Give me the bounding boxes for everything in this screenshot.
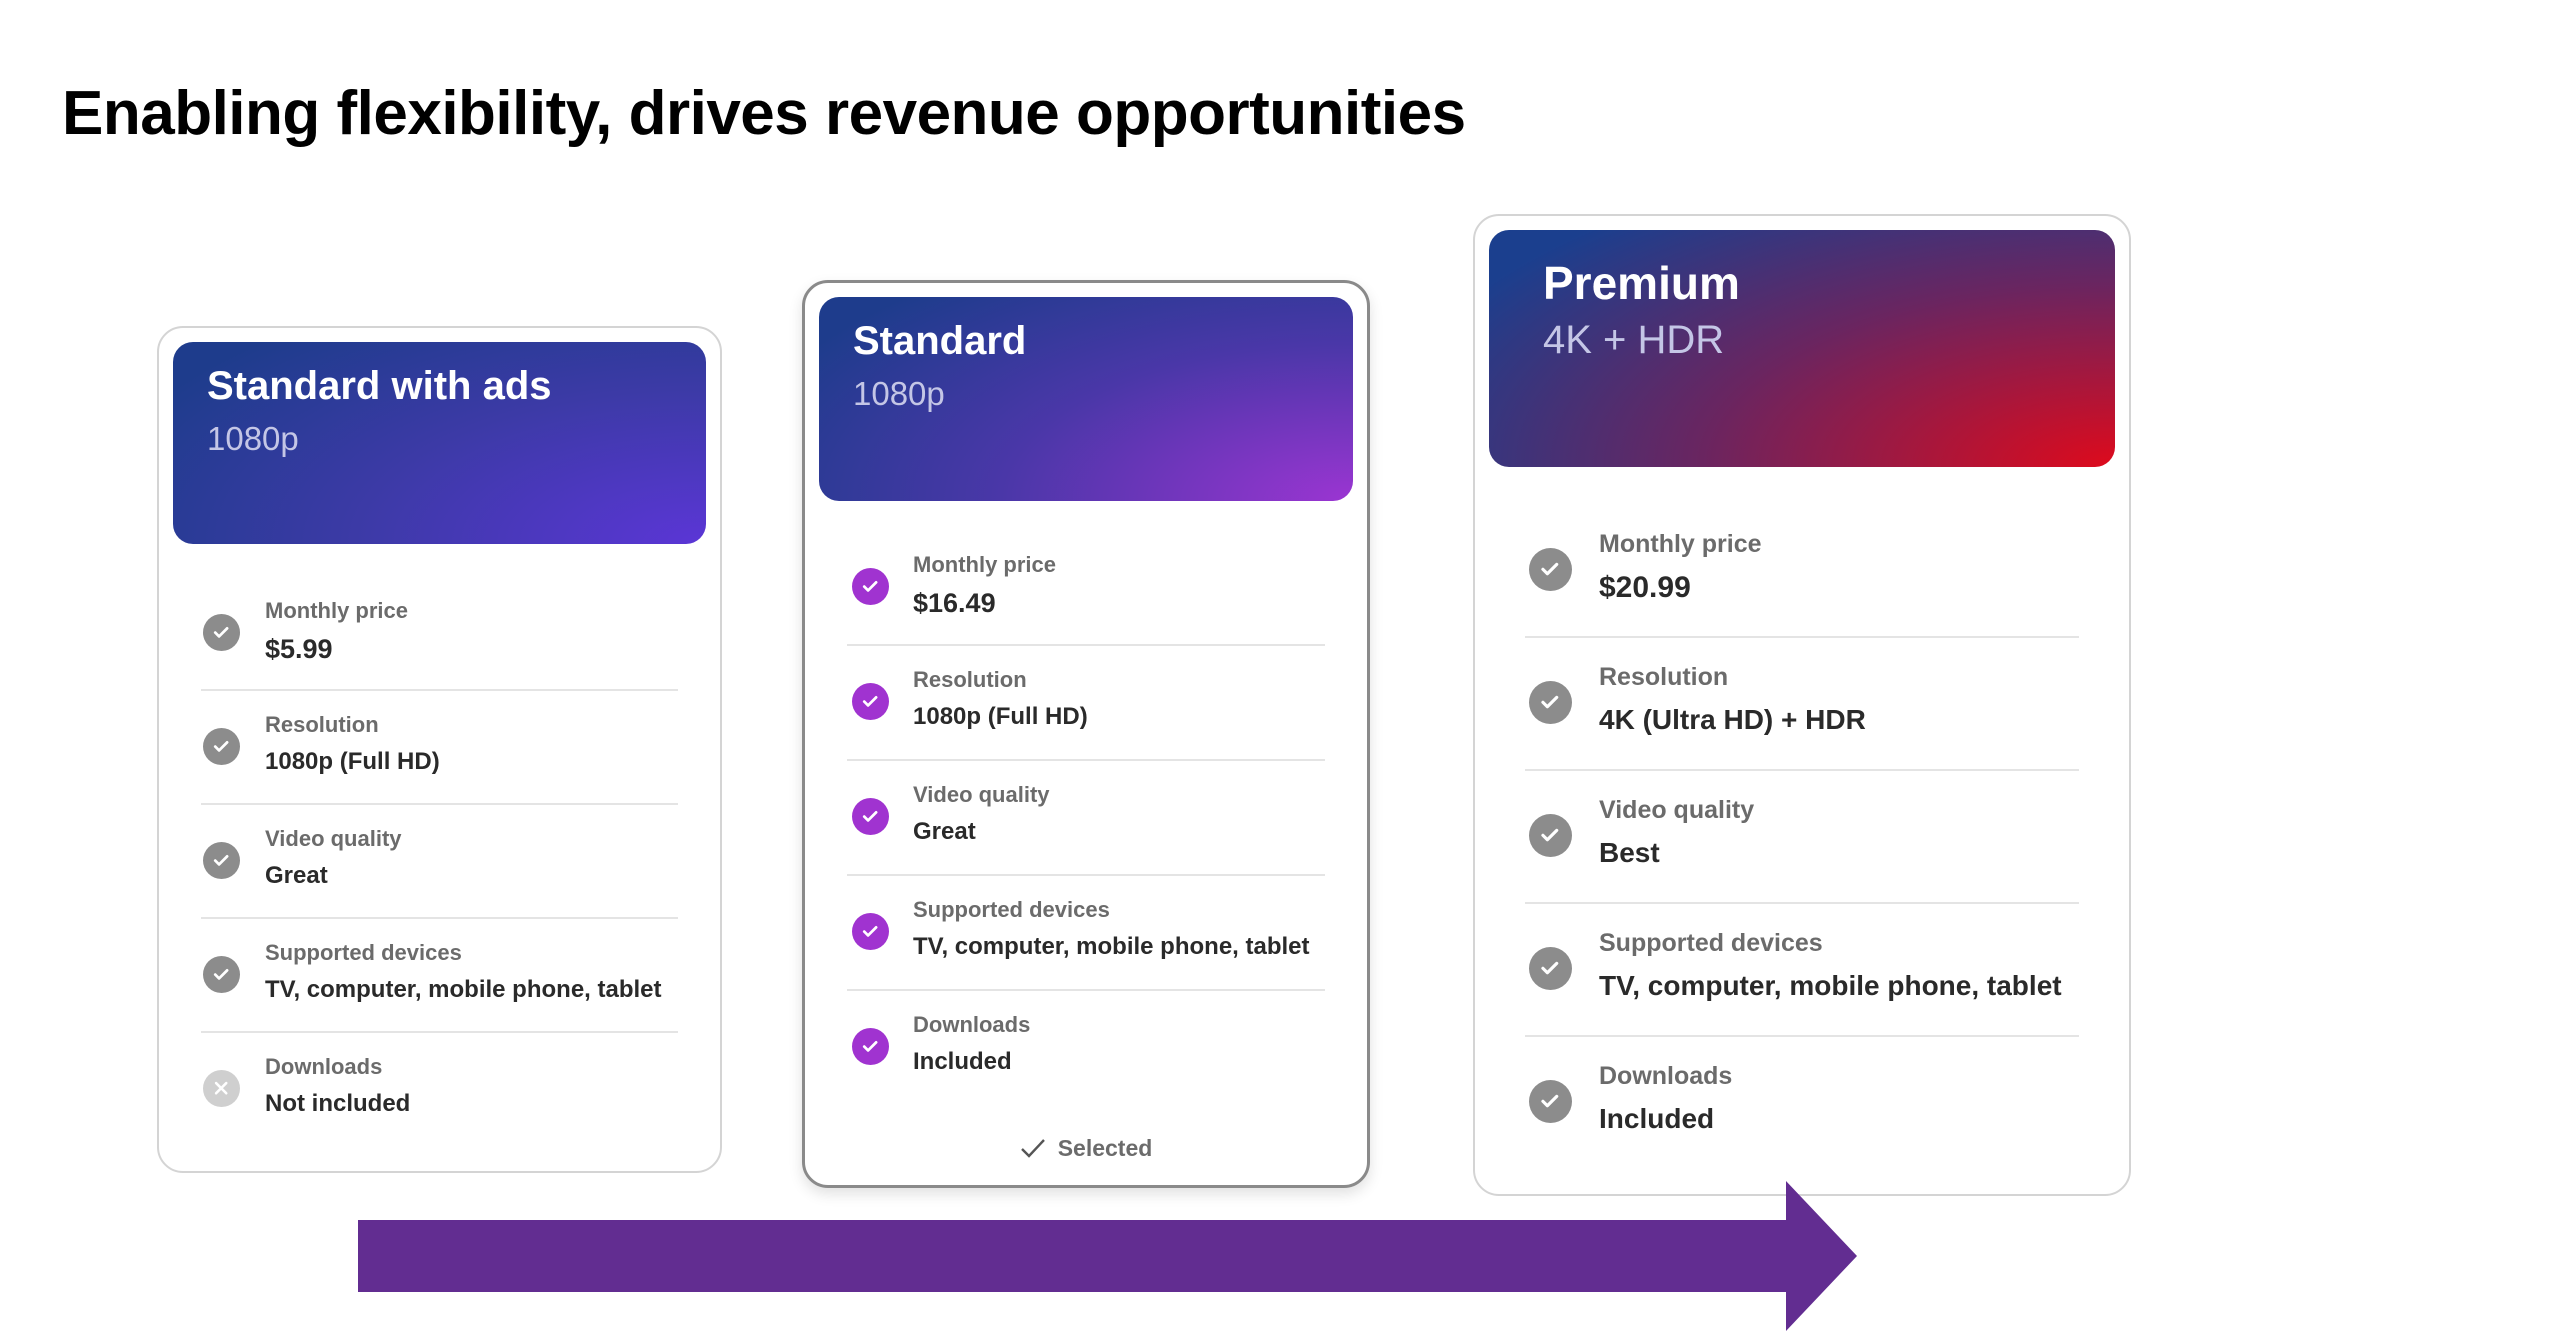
- check-icon: [1528, 946, 1572, 990]
- page-title: Enabling flexibility, drives revenue opp…: [62, 79, 1466, 148]
- plan-card-standard-with-ads[interactable]: Standard with ads 1080p Monthly price $5…: [157, 326, 722, 1173]
- check-icon: [202, 955, 240, 993]
- plan-header: Standard 1080p: [819, 297, 1353, 501]
- selected-indicator: Selected: [805, 1135, 1367, 1162]
- arrow-shape: [358, 1181, 1857, 1331]
- feature-value: TV, computer, mobile phone, tablet: [913, 933, 1310, 960]
- feature-label: Supported devices: [1599, 929, 1823, 958]
- divider: [847, 873, 1325, 876]
- feature-value: TV, computer, mobile phone, tablet: [265, 976, 662, 1003]
- check-icon: [851, 682, 889, 720]
- feature-label: Monthly price: [265, 597, 409, 623]
- feature-label: Supported devices: [913, 896, 1110, 922]
- check-icon: [851, 1027, 889, 1065]
- feature-value: $5.99: [265, 634, 333, 664]
- selected-label: Selected: [1057, 1135, 1153, 1161]
- plan-name: Premium: [1543, 257, 1740, 309]
- feature-value: Great: [913, 818, 976, 845]
- divider: [847, 988, 1325, 991]
- feature-value: Included: [1599, 1103, 1715, 1134]
- feature-label: Video quality: [265, 825, 402, 851]
- plan-resolution: 4K + HDR: [1543, 318, 1725, 362]
- feature-label: Downloads: [265, 1053, 383, 1079]
- plan-card-standard[interactable]: Standard 1080p Monthly price $16.49 Reso…: [802, 280, 1370, 1188]
- feature-value: $20.99: [1599, 571, 1691, 604]
- feature-label: Downloads: [1599, 1062, 1733, 1091]
- plan-header: Premium 4K + HDR: [1489, 230, 2115, 467]
- plan-name: Standard: [853, 319, 1027, 363]
- plan-resolution: 1080p: [207, 420, 299, 457]
- feature-value: 1080p (Full HD): [265, 748, 440, 775]
- check-icon: [202, 613, 240, 651]
- check-icon: [202, 841, 240, 879]
- feature-value: Great: [265, 862, 328, 889]
- check-icon: [1528, 680, 1572, 724]
- check-icon: [851, 797, 889, 835]
- feature-label: Resolution: [913, 666, 1027, 692]
- feature-value: Not included: [265, 1090, 411, 1117]
- divider: [1525, 635, 2079, 638]
- feature-value: Best: [1599, 837, 1660, 868]
- check-icon: [202, 727, 240, 765]
- divider: [1525, 768, 2079, 771]
- feature-label: Monthly price: [1599, 530, 1762, 559]
- feature-label: Video quality: [1599, 796, 1755, 825]
- feature-value: 1080p (Full HD): [913, 703, 1088, 730]
- check-icon: [851, 567, 889, 605]
- cross-icon: [202, 1069, 240, 1107]
- check-icon: [1528, 1079, 1572, 1123]
- divider: [201, 1031, 678, 1033]
- check-icon: [851, 912, 889, 950]
- feature-value: Included: [913, 1048, 1012, 1075]
- feature-label: Resolution: [265, 711, 379, 737]
- plan-card-premium[interactable]: Premium 4K + HDR Monthly price $20.99 Re…: [1473, 214, 2131, 1196]
- divider: [1525, 901, 2079, 904]
- feature-label: Supported devices: [265, 939, 462, 965]
- feature-value: TV, computer, mobile phone, tablet: [1599, 970, 2062, 1001]
- feature-label: Resolution: [1599, 663, 1729, 692]
- feature-label: Monthly price: [913, 551, 1057, 577]
- divider: [201, 803, 678, 805]
- plan-header: Standard with ads 1080p: [173, 342, 706, 544]
- plan-resolution: 1080p: [853, 375, 945, 412]
- plan-name: Standard with ads: [207, 364, 552, 408]
- feature-value: 4K (Ultra HD) + HDR: [1599, 704, 1866, 735]
- divider: [201, 917, 678, 919]
- divider: [847, 643, 1325, 646]
- checkmark-icon: [1020, 1139, 1045, 1158]
- feature-label: Downloads: [913, 1011, 1031, 1037]
- feature-value: $16.49: [913, 588, 996, 618]
- divider: [1525, 1034, 2079, 1037]
- feature-label: Video quality: [913, 781, 1050, 807]
- divider: [201, 689, 678, 691]
- check-icon: [1528, 813, 1572, 857]
- check-icon: [1528, 547, 1572, 591]
- divider: [847, 758, 1325, 761]
